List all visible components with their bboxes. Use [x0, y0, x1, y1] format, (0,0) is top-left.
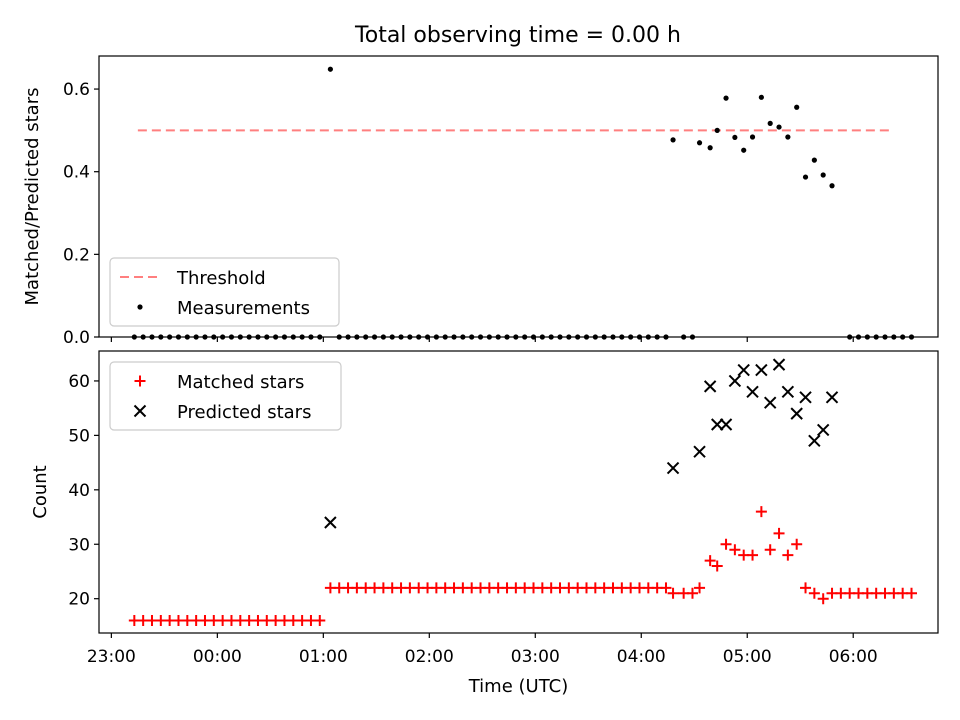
x-tick-label: 23:00 — [87, 647, 136, 667]
y-tick-label: 20 — [68, 590, 90, 610]
y-tick-label: 60 — [68, 372, 90, 392]
y-tick-label: 0.6 — [63, 80, 90, 100]
legend: Threshold Measurements — [109, 257, 340, 327]
matched-stars-point-71 — [755, 506, 767, 518]
measurements-point-66 — [714, 127, 720, 133]
matched-stars-point-73 — [773, 527, 785, 539]
x-tick-label: 02:00 — [405, 647, 454, 667]
legend-label: Matched stars — [177, 372, 304, 393]
measurements-point-78 — [820, 172, 826, 178]
predicted-stars-point-12 — [781, 385, 795, 399]
predicted-stars-point-1 — [666, 461, 680, 475]
matched-stars-point-77 — [808, 587, 820, 599]
measurements-point-65 — [707, 145, 713, 151]
measurements-point-64 — [696, 140, 703, 146]
measurements-point-63 — [670, 137, 676, 143]
matched-stars-point-65 — [704, 555, 716, 567]
legend: Matched stars Predicted stars — [109, 361, 342, 431]
matched-stars-point-64 — [694, 582, 706, 594]
matched-stars-point-66 — [711, 560, 723, 572]
y-axis-label: Count — [30, 465, 51, 518]
predicted-stars-point-6 — [728, 374, 742, 388]
x-tick-label: 06:00 — [829, 647, 878, 667]
matched-stars-point-21 — [314, 614, 326, 626]
x-tick-label: 00:00 — [193, 647, 242, 667]
top-panel: 0.0 0.2 0.4 0.6 Matched/Predicted stars Thres… — [22, 55, 939, 348]
x-tick-label: 03:00 — [511, 647, 560, 667]
legend-swatch-0 — [134, 375, 146, 387]
predicted-stars-point-0 — [324, 516, 337, 529]
predicted-stars-point-8 — [746, 385, 759, 399]
y-tick-label: 40 — [68, 481, 90, 501]
axes-frame — [98, 350, 939, 634]
legend-swatch-1 — [133, 404, 147, 418]
predicted-stars-point-4 — [711, 418, 724, 431]
predicted-stars-point-15 — [808, 434, 821, 448]
measurements-point-76 — [802, 174, 809, 180]
matched-stars-point-61 — [667, 587, 679, 599]
measurements-point-73 — [776, 124, 782, 130]
matched-stars-point-67 — [720, 538, 732, 550]
matched-stars-point-75 — [791, 538, 803, 550]
matched-stars-point-68 — [729, 544, 741, 556]
measurements-point-22 — [327, 66, 333, 72]
legend-label: Threshold — [176, 268, 266, 289]
matched-stars-point-76 — [800, 582, 812, 594]
predicted-stars-point-9 — [755, 363, 768, 377]
legend-box — [109, 361, 342, 431]
measurements-point-71 — [758, 94, 764, 100]
x-tick-label: 01:00 — [299, 647, 348, 667]
matched-stars-point-88 — [906, 587, 918, 599]
legend-label: Predicted stars — [177, 402, 311, 423]
y-tick-label: 0.2 — [63, 245, 90, 265]
measurements-point-68 — [732, 134, 738, 141]
measurements-point-77 — [811, 157, 817, 163]
measurements-point-75 — [794, 104, 800, 110]
predicted-stars-point-16 — [816, 423, 830, 437]
measurements-point-70 — [749, 134, 756, 140]
measurements-point-69 — [741, 147, 747, 153]
matched-stars-point-78 — [817, 593, 829, 605]
predicted-stars-point-2 — [693, 445, 706, 458]
axes-frame — [98, 55, 939, 338]
y-tick-label: 0.0 — [63, 328, 90, 348]
measurements-point-67 — [723, 95, 729, 101]
predicted-stars-point-17 — [825, 391, 839, 404]
markers-group — [131, 66, 915, 340]
y-axis-label: Matched/Predicted stars — [22, 88, 43, 306]
predicted-stars-point-10 — [763, 396, 777, 409]
matched-stars-point-63 — [686, 587, 698, 599]
matched-stars-point-70 — [747, 549, 759, 561]
matched-stars-point-72 — [764, 544, 776, 556]
measurements-point-74 — [785, 134, 791, 140]
legend-label: Measurements — [177, 298, 310, 319]
matched-stars-point-74 — [782, 549, 794, 561]
x-tick-label: 04:00 — [617, 647, 666, 667]
measurements-point-72 — [767, 120, 773, 126]
predicted-stars-point-13 — [790, 407, 803, 420]
y-tick-label: 0.4 — [63, 163, 90, 183]
predicted-stars-point-3 — [703, 380, 717, 393]
x-axis-label: Time (UTC) — [468, 676, 569, 697]
measurements-point-79 — [829, 183, 835, 189]
matched-stars-point-60 — [660, 582, 672, 594]
legend-box — [109, 257, 340, 327]
y-tick-label: 50 — [68, 426, 90, 446]
figure-title: Total observing time = 0.00 h — [354, 23, 681, 48]
y-tick-label: 30 — [68, 535, 90, 555]
predicted-stars-point-14 — [799, 391, 812, 404]
predicted-stars-point-5 — [719, 418, 733, 431]
bottom-panel: 20 30 40 50 60 23:00 00:00 01:00 02:00 03:00 04:00… — [30, 350, 939, 697]
markers-group — [128, 358, 918, 626]
predicted-stars-point-7 — [737, 363, 750, 377]
legend-swatch-1 — [137, 304, 143, 310]
x-tick-label: 05:00 — [723, 647, 772, 667]
predicted-stars-point-11 — [772, 358, 786, 371]
